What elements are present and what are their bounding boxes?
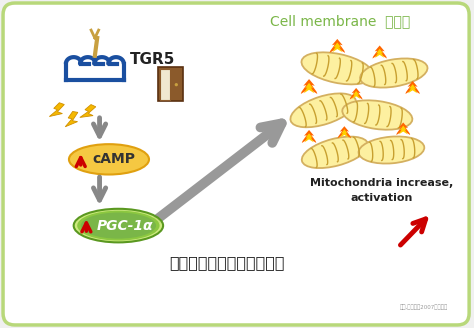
Polygon shape: [399, 126, 408, 134]
Polygon shape: [352, 91, 360, 99]
Bar: [160, 69, 170, 100]
Polygon shape: [350, 88, 363, 100]
Text: 渡辺,臨床化学2007より改編: 渡辺,臨床化学2007より改編: [400, 304, 448, 310]
Polygon shape: [301, 79, 317, 94]
Polygon shape: [329, 39, 345, 53]
Ellipse shape: [81, 213, 156, 239]
Polygon shape: [80, 105, 96, 117]
Polygon shape: [408, 84, 417, 93]
Text: Cell membrane  細胞膜: Cell membrane 細胞膜: [270, 15, 410, 29]
Ellipse shape: [301, 52, 373, 84]
Polygon shape: [337, 126, 351, 138]
Polygon shape: [373, 46, 387, 59]
Polygon shape: [49, 103, 64, 116]
Polygon shape: [340, 129, 349, 138]
Ellipse shape: [77, 211, 160, 240]
Text: activation: activation: [351, 193, 413, 203]
FancyBboxPatch shape: [3, 3, 469, 325]
Text: Mitochondria increase,: Mitochondria increase,: [310, 178, 454, 188]
Text: 粒線體數量增加，且被活化: 粒線體數量增加，且被活化: [169, 256, 284, 270]
Ellipse shape: [359, 136, 424, 164]
Polygon shape: [332, 42, 342, 52]
Polygon shape: [304, 133, 314, 142]
Text: TGR5: TGR5: [130, 51, 175, 67]
Polygon shape: [65, 112, 78, 127]
Bar: [158, 68, 183, 101]
Circle shape: [174, 83, 178, 86]
Text: PGC-1α: PGC-1α: [97, 218, 154, 233]
Polygon shape: [405, 81, 420, 94]
Ellipse shape: [360, 58, 428, 88]
Polygon shape: [302, 130, 316, 143]
Ellipse shape: [291, 93, 356, 127]
Ellipse shape: [69, 144, 149, 174]
Ellipse shape: [302, 136, 368, 168]
Ellipse shape: [342, 100, 412, 130]
Text: cAMP: cAMP: [92, 152, 135, 166]
Polygon shape: [375, 49, 384, 58]
Polygon shape: [396, 122, 410, 135]
Ellipse shape: [73, 209, 163, 242]
Polygon shape: [304, 83, 314, 93]
